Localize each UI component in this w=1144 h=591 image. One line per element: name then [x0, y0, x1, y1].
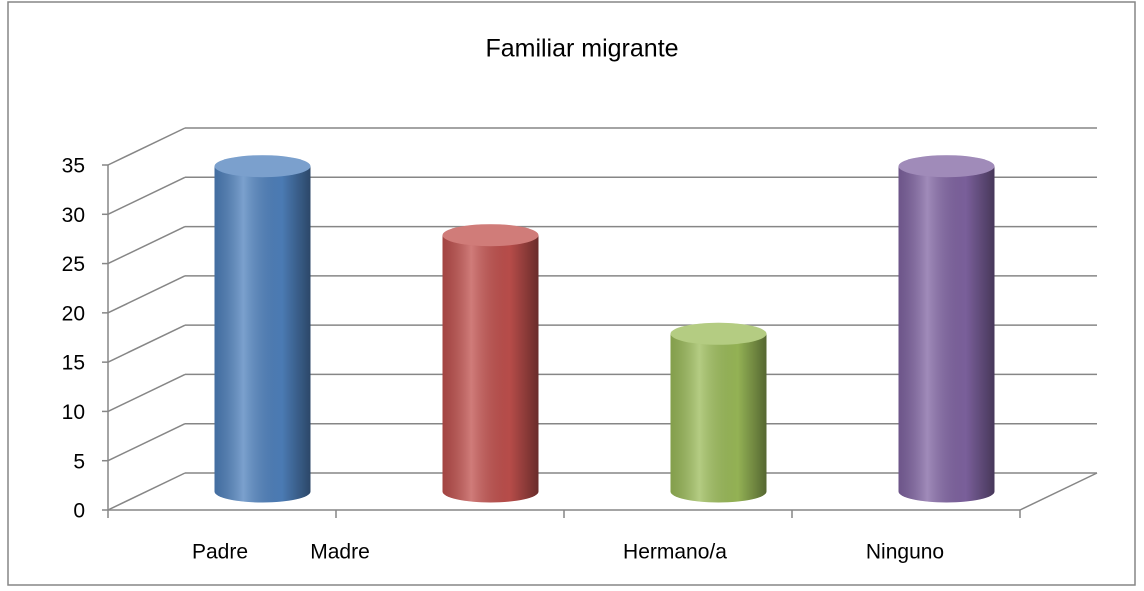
bar-top-highlight [670, 322, 767, 345]
grid-line-side [107, 225, 186, 265]
y-tick-label: 25 [62, 253, 85, 276]
grid-line-side [107, 275, 186, 314]
y-tick-label: 5 [73, 450, 85, 473]
bar-top-highlight [442, 224, 539, 247]
bar-shade [670, 333, 767, 503]
bar-top [670, 322, 767, 345]
y-tick-label: 15 [62, 352, 85, 375]
bar-top-highlight [214, 155, 311, 178]
y-tick-label: 0 [73, 500, 85, 523]
bar-shade [442, 235, 539, 503]
bar-shade [214, 166, 311, 503]
x-tick-label: Padre [192, 541, 248, 564]
y-tick-label: 35 [62, 155, 85, 178]
grid-line-side [107, 324, 186, 363]
floor-right-edge [1019, 472, 1098, 511]
y-tick-label: 10 [62, 401, 85, 424]
grid-line-side [107, 423, 186, 462]
bar-top-highlight [898, 155, 995, 178]
grid-line-side [107, 373, 186, 413]
y-tick-label: 30 [62, 204, 85, 227]
chart-title: Familiar migrante [485, 35, 678, 63]
grid-line-side [107, 472, 186, 511]
grid-line-side [107, 127, 186, 166]
grid-line-side [107, 176, 186, 215]
x-tick-label: Madre [310, 541, 370, 564]
bar-top [214, 155, 311, 178]
y-tick-label: 20 [62, 302, 85, 325]
x-tick-label: Hermano/a [623, 541, 727, 564]
bar-top [442, 224, 539, 247]
bar-shade [898, 166, 995, 503]
bar-top [898, 155, 995, 178]
x-tick-label: Ninguno [866, 541, 944, 564]
